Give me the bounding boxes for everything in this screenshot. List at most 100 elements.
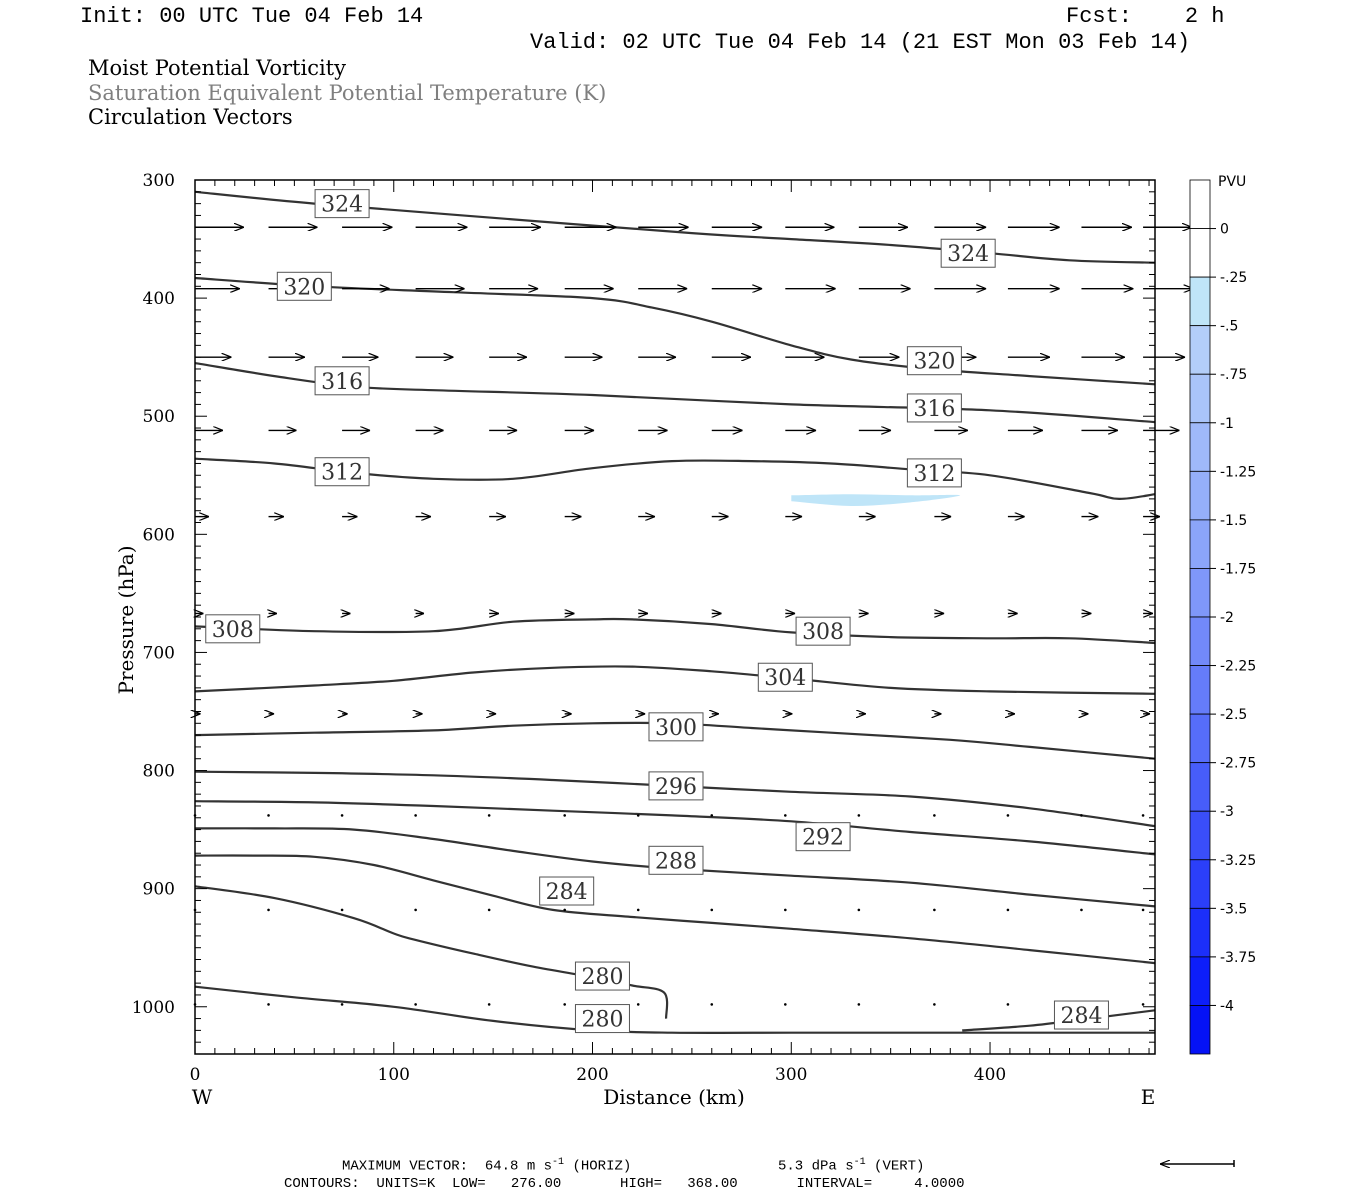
vector-dot	[340, 908, 344, 912]
y-tick-label: 1000	[132, 998, 175, 1018]
colorbar: PVU 0 -.25 -.5 -.75 -1 -1.25 -1.5 -1.75 -2 -2.25 -2…	[1189, 174, 1256, 1055]
y-tick-label: 800	[143, 762, 175, 782]
vector-dot	[857, 814, 861, 817]
colorbar-segment	[1189, 713, 1211, 764]
vector-dot	[710, 908, 714, 912]
colorbar-label: -.75	[1220, 367, 1247, 383]
contour-label-box	[757, 662, 813, 692]
contour-292	[194, 800, 1156, 856]
vector-dot	[487, 1003, 491, 1006]
contour-label-box	[648, 771, 704, 801]
colorbar-label: -2.75	[1220, 756, 1256, 772]
contour-284	[194, 854, 1156, 965]
contour-label-box	[539, 876, 595, 906]
colorbar-label: -.25	[1220, 270, 1247, 286]
colorbar-label: -.5	[1220, 319, 1238, 335]
x-tick-label: 200	[576, 1065, 608, 1085]
colorbar-segment	[1189, 325, 1211, 375]
init-time: Init: 00 UTC Tue 04 Feb 14	[80, 4, 424, 29]
contour-label: 316	[321, 370, 363, 395]
vector-dot	[1006, 908, 1010, 912]
vector-dot	[784, 1003, 787, 1006]
contour-label-box	[1053, 1000, 1109, 1030]
vector-dot	[340, 814, 344, 817]
vector-dot	[636, 908, 640, 912]
colorbar-label: -1.75	[1220, 561, 1256, 577]
contour-label-box	[648, 712, 704, 742]
colorbar-segment	[1189, 810, 1211, 861]
contour-label: 280	[581, 1008, 623, 1033]
axis-layer: 300 400 500 600 700 800 900 1000 0 100 200 300 400	[132, 171, 1156, 1085]
contour-280	[194, 885, 669, 1019]
colorbar-label: -1	[1220, 416, 1234, 432]
vector-dot	[563, 1003, 566, 1006]
contour-label: 312	[913, 462, 955, 487]
max-vector-text: MAXIMUM VECTOR: 64.8 m s-1 (HORIZ)	[342, 1157, 632, 1175]
x-axis-label: Distance (km)	[603, 1085, 745, 1109]
contour-label: 296	[655, 775, 697, 800]
contour-label: 312	[321, 461, 363, 486]
colorbar-segment	[1189, 373, 1211, 424]
colorbar-label: -2.5	[1220, 707, 1247, 723]
colorbar-segment	[1189, 568, 1211, 618]
east-label: E	[1141, 1085, 1156, 1109]
vector-dot	[636, 1003, 640, 1006]
y-tick-label: 500	[143, 407, 175, 427]
vector-dot	[414, 1003, 417, 1006]
pv-region	[791, 494, 961, 507]
colorbar-label: -1.5	[1220, 513, 1247, 529]
y-axis-label: Pressure (hPa)	[114, 546, 138, 695]
contour-308	[194, 617, 1156, 645]
colorbar-label: -3.25	[1220, 853, 1256, 869]
valid-time: Valid: 02 UTC Tue 04 Feb 14 (21 EST Mon …	[530, 30, 1191, 55]
title-mpv: Moist Potential Vorticity	[88, 56, 346, 80]
contour-label-box	[276, 271, 332, 301]
contour-label: 316	[913, 397, 955, 422]
vector-dot	[1141, 1003, 1145, 1006]
contour-label-box	[314, 189, 370, 219]
contour-label-box	[906, 346, 962, 376]
contour-label: 324	[947, 242, 989, 267]
title-sept: Saturation Equivalent Potential Temperat…	[88, 81, 607, 105]
colorbar-segment	[1189, 228, 1211, 278]
contour-label: 288	[655, 849, 697, 874]
contour-label-box	[574, 1004, 630, 1034]
contour-label-box	[795, 616, 851, 646]
vector-dot	[563, 908, 566, 912]
vector-dot	[933, 1003, 936, 1006]
colorbar-segment	[1189, 1005, 1211, 1055]
contour-label: 324	[321, 193, 363, 218]
contour-label: 292	[802, 826, 844, 851]
contour-label: 280	[581, 965, 623, 990]
colorbar-segment	[1189, 762, 1211, 812]
contour-label: 308	[212, 618, 254, 643]
west-label: W	[192, 1085, 213, 1109]
reference-arrow-icon	[1160, 1160, 1235, 1167]
contour-label: 300	[655, 716, 697, 741]
title-vectors: Circulation Vectors	[88, 105, 293, 129]
vector-dot	[414, 908, 417, 912]
contour-label-box	[314, 457, 370, 487]
pv-fill-layer	[791, 494, 961, 507]
contour-label-box	[314, 366, 370, 396]
vector-dot	[1006, 1003, 1010, 1006]
vector-dot	[784, 908, 787, 912]
colorbar-label: -3	[1220, 804, 1234, 820]
vector-dot	[267, 1003, 270, 1006]
vector-dot	[933, 814, 936, 817]
contour-label: 320	[283, 275, 325, 300]
contour-label: 304	[764, 666, 806, 691]
colorbar-label: 0	[1220, 222, 1229, 238]
vector-dot	[710, 814, 714, 817]
vector-dot	[1080, 908, 1083, 912]
contour-label-box	[940, 238, 996, 268]
vector-dot	[267, 908, 270, 912]
vector-dot	[1141, 814, 1145, 817]
vector-dot	[784, 814, 787, 817]
contour-label-box	[648, 845, 704, 875]
vector-dot	[414, 814, 417, 817]
vector-dot	[340, 1003, 344, 1006]
colorbar-label: -3.5	[1220, 901, 1247, 917]
colorbar-segment	[1189, 276, 1211, 327]
